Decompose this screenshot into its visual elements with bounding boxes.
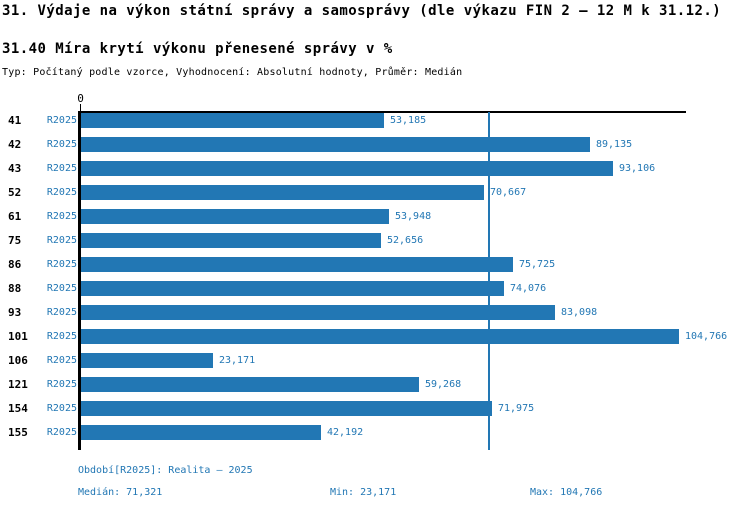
- bar-value-label: 71,975: [498, 403, 535, 414]
- footer-median-stat: Medián: 71,321: [78, 487, 163, 498]
- bar-value-label: 52,656: [387, 235, 424, 246]
- bar-value-label: 104,766: [685, 331, 728, 342]
- bar-value-label: 42,192: [327, 427, 364, 438]
- row-id-label: 106: [8, 354, 28, 367]
- bar-value-label: 53,185: [390, 115, 427, 126]
- row-series-label: R2025: [46, 355, 77, 366]
- row-id-label: 41: [8, 114, 22, 127]
- row-series-label: R2025: [46, 331, 77, 342]
- axis-zero-tick: [80, 104, 81, 112]
- bar: [81, 305, 555, 320]
- footer-period: Období[R2025]: Realita – 2025: [78, 465, 253, 476]
- row-series-label: R2025: [46, 187, 77, 198]
- row-id-label: 42: [8, 138, 22, 151]
- row-series-label: R2025: [46, 139, 77, 150]
- footer-min-stat: Min: 23,171: [330, 487, 397, 498]
- bar: [81, 401, 492, 416]
- row-series-label: R2025: [46, 307, 77, 318]
- bar: [81, 137, 590, 152]
- row-id-label: 155: [8, 426, 28, 439]
- y-axis-line: [78, 111, 81, 450]
- bar-value-label: 23,171: [219, 355, 256, 366]
- bar-value-label: 75,725: [519, 259, 556, 270]
- row-id-label: 154: [8, 402, 28, 415]
- bar-value-label: 53,948: [395, 211, 432, 222]
- row-series-label: R2025: [46, 403, 77, 414]
- row-id-label: 61: [8, 210, 22, 223]
- bar-value-label: 89,135: [596, 139, 633, 150]
- row-series-label: R2025: [46, 211, 77, 222]
- bar: [81, 161, 613, 176]
- bar: [81, 377, 419, 392]
- bar-value-label: 93,106: [619, 163, 656, 174]
- axis-top-line: [80, 111, 686, 113]
- bar: [81, 425, 321, 440]
- bar: [81, 233, 381, 248]
- row-id-label: 52: [8, 186, 22, 199]
- bar-chart: 0 41 R2025 53,185 42 R2025 89,135 43 R2025 93,10…: [0, 88, 750, 458]
- bar: [81, 353, 213, 368]
- report-meta: Typ: Počítaný podle vzorce, Vyhodnocení:…: [2, 67, 463, 78]
- bar: [81, 113, 384, 128]
- footer-max-stat: Max: 104,766: [530, 487, 603, 498]
- row-id-label: 121: [8, 378, 28, 391]
- report-subtitle: 31.40 Míra krytí výkonu přenesené správy…: [2, 41, 393, 57]
- row-id-label: 43: [8, 162, 22, 175]
- bar: [81, 281, 504, 296]
- bar: [81, 185, 484, 200]
- row-series-label: R2025: [46, 259, 77, 270]
- report-title: 31. Výdaje na výkon státní správy a samo…: [2, 3, 722, 19]
- bar-value-label: 59,268: [425, 379, 462, 390]
- row-series-label: R2025: [46, 427, 77, 438]
- bar-value-label: 74,076: [510, 283, 547, 294]
- row-series-label: R2025: [46, 115, 77, 126]
- row-id-label: 101: [8, 330, 28, 343]
- row-series-label: R2025: [46, 379, 77, 390]
- axis-zero-label: 0: [77, 92, 84, 105]
- row-series-label: R2025: [46, 163, 77, 174]
- row-id-label: 88: [8, 282, 22, 295]
- bar: [81, 329, 679, 344]
- row-series-label: R2025: [46, 283, 77, 294]
- bar: [81, 257, 513, 272]
- row-series-label: R2025: [46, 235, 77, 246]
- bar-value-label: 70,667: [490, 187, 527, 198]
- bar: [81, 209, 389, 224]
- bar-value-label: 83,098: [561, 307, 598, 318]
- row-id-label: 93: [8, 306, 22, 319]
- row-id-label: 86: [8, 258, 22, 271]
- row-id-label: 75: [8, 234, 22, 247]
